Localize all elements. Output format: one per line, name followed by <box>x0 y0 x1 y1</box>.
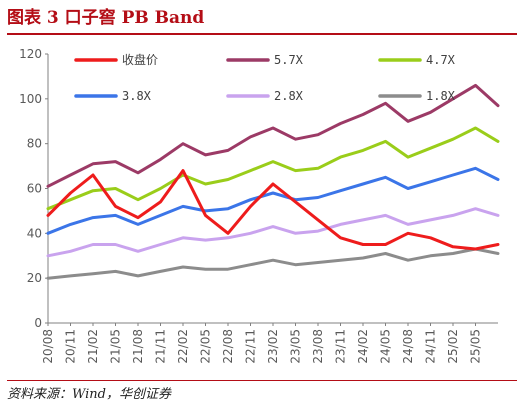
x-tick-label: 23/02 <box>266 329 280 364</box>
x-tick-label: 21/05 <box>109 329 123 364</box>
source-divider <box>7 380 517 381</box>
series-line-3.8X <box>46 166 500 235</box>
legend-label: 1.8X <box>426 89 456 103</box>
legend-label: 2.8X <box>274 89 304 103</box>
x-tick-label: 22/11 <box>244 329 258 364</box>
x-tick-label: 20/11 <box>64 329 78 364</box>
series-line-5.7X <box>46 83 500 188</box>
y-tick-label: 40 <box>27 226 42 240</box>
x-tick-label: 21/11 <box>154 329 168 364</box>
y-tick-label: 60 <box>27 182 42 196</box>
x-tick-label: 24/08 <box>401 329 415 364</box>
x-tick-label: 22/08 <box>221 329 235 364</box>
x-tick-label: 22/02 <box>176 329 190 364</box>
legend-label: 收盘价 <box>122 52 158 67</box>
source-note: 资料来源：Wind，华创证券 <box>7 387 171 402</box>
figure-title: 图表 3 口子窖 PB Band <box>7 8 205 28</box>
x-tick-label: 21/02 <box>86 329 100 364</box>
x-tick-label: 23/05 <box>289 329 303 364</box>
x-tick-label: 24/02 <box>356 329 370 364</box>
y-tick-label: 80 <box>27 137 42 151</box>
x-tick-label: 25/02 <box>446 329 460 364</box>
x-tick-label: 20/08 <box>41 329 55 364</box>
legend-label: 3.8X <box>122 89 152 103</box>
y-tick-label: 120 <box>19 47 42 61</box>
title-underline <box>7 33 517 35</box>
x-tick-label: 21/08 <box>131 329 145 364</box>
series-line-1.8X <box>46 247 500 280</box>
x-tick-label: 25/05 <box>469 329 483 364</box>
x-tick-label: 22/05 <box>199 329 213 364</box>
series-line-收盘价 <box>46 169 500 251</box>
y-tick-label: 0 <box>34 316 42 330</box>
x-tick-label: 24/05 <box>379 329 393 364</box>
x-tick-label: 24/11 <box>424 329 438 364</box>
legend-label: 5.7X <box>274 53 304 67</box>
y-tick-label: 20 <box>27 271 42 285</box>
pb-band-chart: 0 20 40 60 80 100 120 20/08 20/11 21/02 21/05 21/08… <box>19 47 500 364</box>
x-tick-label: 23/08 <box>311 329 325 364</box>
y-tick-label: 100 <box>19 92 42 106</box>
series-line-2.8X <box>46 207 500 258</box>
series-line-4.7X <box>46 126 500 211</box>
x-tick-label: 23/11 <box>334 329 348 364</box>
legend-label: 4.7X <box>426 53 456 67</box>
